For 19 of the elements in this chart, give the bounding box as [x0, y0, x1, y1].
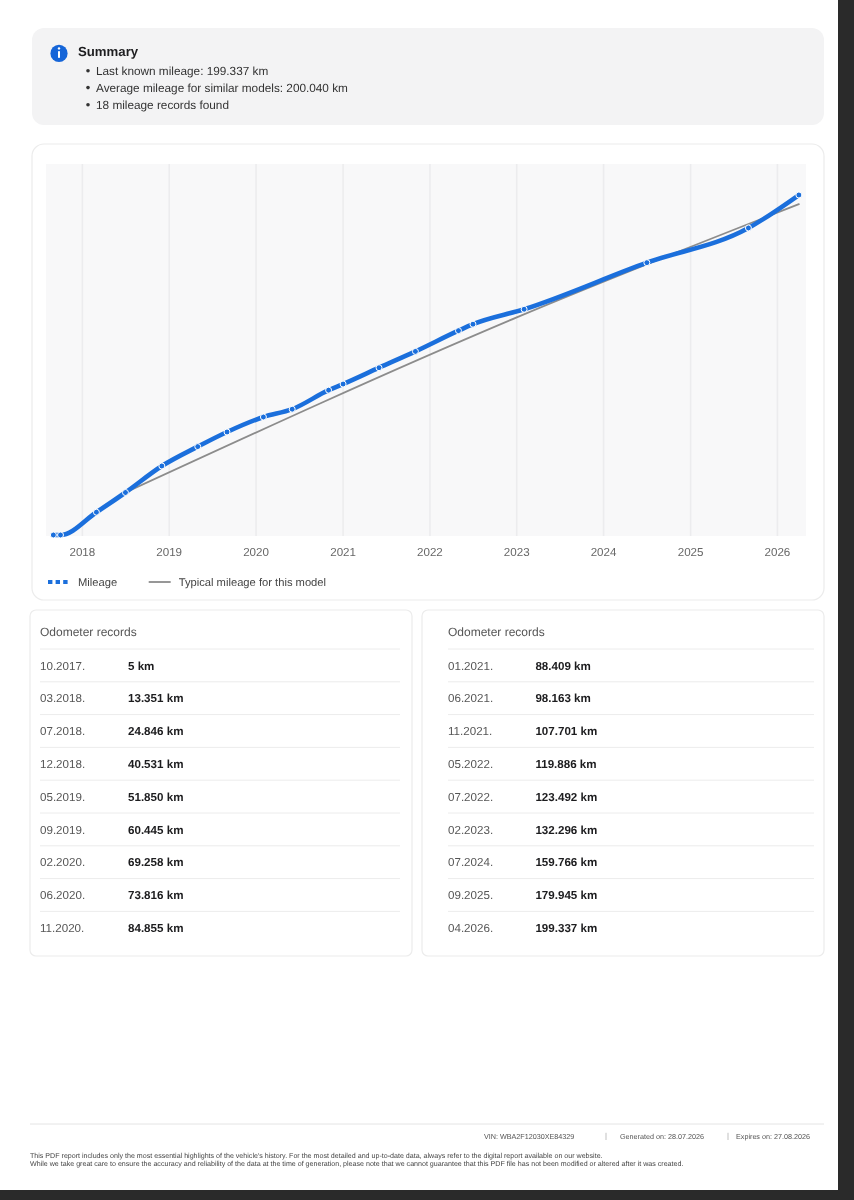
point [57, 531, 64, 539]
point [92, 508, 100, 516]
point [194, 443, 202, 451]
point [121, 489, 129, 496]
point [411, 347, 419, 355]
point [339, 380, 347, 388]
point [744, 224, 752, 232]
point [288, 405, 296, 413]
point [454, 327, 462, 335]
point [223, 428, 231, 436]
point [325, 386, 333, 394]
point [49, 531, 57, 539]
point [259, 413, 267, 421]
point [158, 462, 166, 470]
point [520, 305, 528, 313]
point [469, 320, 477, 328]
point [375, 364, 383, 372]
point [643, 259, 651, 267]
point [795, 191, 803, 199]
